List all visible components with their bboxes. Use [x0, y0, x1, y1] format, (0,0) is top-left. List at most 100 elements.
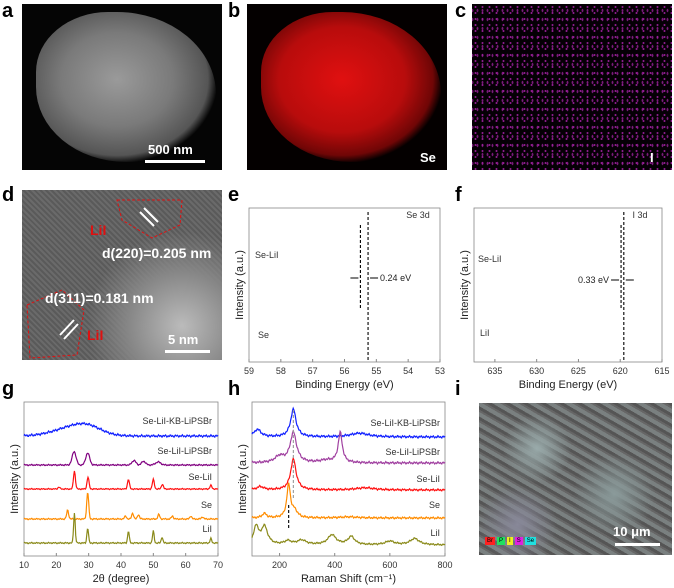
se-map-image — [247, 4, 447, 170]
x-tick-label-g: 50 — [148, 560, 158, 570]
series-label-h: LiI — [430, 528, 440, 538]
series-line-g — [23, 421, 219, 439]
panel-label-c: c — [455, 0, 467, 22]
x-tick-label-f: 615 — [654, 366, 669, 376]
series-label-h: Se-LiI-KB-LiPSBr — [370, 418, 440, 428]
series-label-g: LiI — [202, 524, 212, 534]
series-line-h — [251, 482, 446, 520]
x-tick-label-f: 635 — [487, 366, 502, 376]
sem-image-a — [22, 4, 222, 170]
shift-annotation-f: 0.33 eV — [578, 275, 609, 285]
x-tick-label-e: 57 — [308, 366, 318, 376]
element-legend: Br P I S Se — [485, 537, 537, 545]
x-tick-label-e: 53 — [435, 366, 445, 376]
sem-eds-image — [479, 403, 672, 555]
x-tick-label-g: 60 — [181, 560, 191, 570]
series-line-f — [474, 285, 662, 350]
x-tick-label-g: 30 — [84, 560, 94, 570]
x-axis-title-f: Binding Energy (eV) — [519, 379, 617, 391]
x-tick-label-e: 54 — [403, 366, 413, 376]
scale-bar-a — [145, 160, 205, 163]
series-label-h: Se — [429, 500, 440, 510]
series-line-g — [23, 450, 219, 467]
legend-br: Br — [485, 537, 495, 545]
plot-frame-h — [251, 401, 446, 557]
x-tick-label-h: 400 — [327, 560, 342, 570]
scale-bar-d — [165, 350, 210, 353]
x-tick-label-g: 40 — [116, 560, 126, 570]
x-tick-label-f: 620 — [613, 366, 628, 376]
chart-title-f: I 3d — [632, 210, 647, 220]
legend-i: I — [507, 537, 513, 545]
series-label-h: Se-LiI — [416, 474, 440, 484]
legend-se: Se — [524, 537, 537, 545]
series-label-f: LiI — [480, 328, 490, 338]
x-tick-label-h: 600 — [382, 560, 397, 570]
panel-label-e: e — [228, 184, 240, 206]
x-tick-label-e: 59 — [244, 366, 254, 376]
series-line-h — [251, 523, 446, 547]
legend-p: P — [497, 537, 506, 545]
series-label-g: Se — [201, 500, 212, 510]
x-tick-label-h: 800 — [437, 560, 452, 570]
phase-label-2: LiI — [87, 327, 104, 343]
scale-bar-label-d: 5 nm — [168, 332, 199, 347]
series-line-h — [251, 456, 446, 492]
scale-bar-label-a: 500 nm — [148, 142, 193, 157]
x-axis-title-g: 2θ (degree) — [93, 573, 150, 585]
series-label-e: Se — [258, 330, 269, 340]
series-line-e — [249, 281, 440, 351]
panel-label-d: d — [2, 184, 15, 206]
x-tick-label-e: 55 — [371, 366, 381, 376]
panel-label-i: i — [455, 378, 461, 400]
shift-annotation-e: 0.24 eV — [380, 273, 411, 283]
panel-label-b: b — [228, 0, 241, 22]
series-label-g: Se-LiI-KB-LiPSBr — [142, 416, 212, 426]
panel-label-f: f — [455, 184, 462, 206]
i-map-image — [472, 4, 672, 170]
series-label-g: Se-LiI — [188, 472, 212, 482]
y-axis-title-h: Intensity (a.u.) — [237, 444, 249, 514]
series-line-h — [251, 406, 446, 440]
x-axis-title-h: Raman Shift (cm⁻¹) — [301, 573, 396, 585]
x-tick-label-f: 630 — [529, 366, 544, 376]
x-tick-label-h: 200 — [272, 560, 287, 570]
series-line-h — [251, 429, 446, 466]
element-label-i: I — [650, 150, 654, 165]
series-line-g — [23, 492, 219, 521]
y-axis-title-e: Intensity (a.u.) — [234, 250, 246, 320]
element-label-se: Se — [420, 150, 436, 165]
x-tick-label-g: 10 — [19, 560, 29, 570]
legend-s: S — [514, 537, 523, 545]
d311-label: d(311)=0.181 nm — [45, 290, 154, 306]
chart-title-e: Se 3d — [406, 210, 430, 220]
plot-frame-f — [473, 207, 663, 363]
panel-label-g: g — [2, 378, 15, 400]
y-axis-title-g: Intensity (a.u.) — [9, 444, 21, 514]
x-tick-label-e: 58 — [276, 366, 286, 376]
d220-label: d(220)=0.205 nm — [102, 245, 212, 261]
y-axis-title-f: Intensity (a.u.) — [459, 250, 471, 320]
panel-label-h: h — [228, 378, 241, 400]
series-label-h: Se-LiI-LiPSBr — [385, 447, 440, 457]
series-label-e: Se-LiI — [255, 250, 279, 260]
x-tick-label-e: 56 — [339, 366, 349, 376]
scale-bar-i — [615, 543, 660, 546]
panel-label-a: a — [2, 0, 14, 22]
series-line-f — [474, 211, 662, 271]
scale-bar-label-i: 10 μm — [613, 524, 651, 539]
series-line-g — [23, 470, 219, 491]
series-line-e — [249, 228, 440, 270]
series-label-f: Se-LiI — [478, 254, 502, 264]
phase-label-1: LiI — [90, 222, 107, 238]
series-label-g: Se-LiI-LiPSBr — [157, 446, 212, 456]
x-tick-label-f: 625 — [571, 366, 586, 376]
series-line-g — [23, 512, 219, 545]
hrtem-image — [22, 190, 222, 360]
x-tick-label-g: 20 — [51, 560, 61, 570]
x-axis-title-e: Binding Energy (eV) — [295, 379, 393, 391]
plot-frame-e — [248, 207, 441, 363]
x-tick-label-g: 70 — [213, 560, 223, 570]
